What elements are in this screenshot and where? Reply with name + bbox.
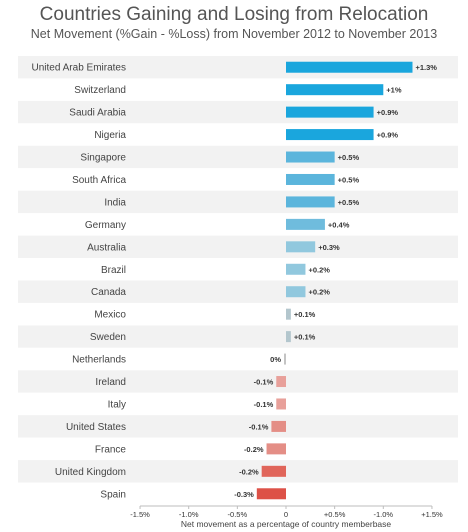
value-label: +0.5% [338, 153, 360, 162]
bar [286, 84, 384, 96]
row-background [18, 235, 458, 259]
bar [286, 241, 316, 253]
bar [286, 151, 335, 163]
bar [266, 443, 286, 455]
row-background [18, 123, 458, 146]
bar [286, 308, 291, 320]
value-label: 0% [270, 355, 281, 364]
row-background [18, 482, 458, 505]
row-background [18, 437, 458, 461]
value-label: -0.2% [239, 467, 259, 476]
category-label: Switzerland [74, 85, 126, 96]
bar [286, 331, 291, 343]
row-background [18, 78, 458, 101]
row-background [18, 56, 458, 79]
value-label: +0.9% [377, 108, 399, 117]
value-label: +0.2% [308, 265, 330, 274]
chart-title: Countries Gaining and Losing from Reloca… [39, 4, 429, 25]
bar [286, 286, 306, 298]
row-background [18, 370, 458, 393]
category-label: Mexico [94, 310, 126, 321]
bar [256, 488, 286, 500]
category-label: Saudi Arabia [69, 108, 126, 119]
value-label: +1.3% [415, 63, 437, 72]
bar [286, 129, 374, 141]
value-label: -0.3% [234, 490, 254, 499]
bar [286, 196, 335, 208]
row-background [18, 280, 458, 303]
x-tick-label: -0.5% [228, 510, 248, 519]
value-label: -0.1% [254, 400, 274, 409]
value-label: +0.5% [338, 175, 360, 184]
value-label: +0.1% [294, 310, 316, 319]
x-axis-title: Net movement as a percentage of country … [181, 519, 392, 529]
bar [261, 465, 286, 477]
category-label: South Africa [72, 175, 126, 186]
bar [284, 353, 286, 365]
category-label: Spain [100, 489, 126, 500]
x-tick-label: -1.5% [130, 510, 150, 519]
x-tick-label: 0 [284, 510, 288, 519]
bar [286, 173, 335, 185]
value-label: +0.2% [308, 288, 330, 297]
value-label: +1% [386, 86, 402, 95]
category-label: Sweden [90, 332, 126, 343]
bar [276, 376, 286, 388]
bar [271, 420, 286, 432]
category-label: Germany [85, 220, 126, 231]
value-label: +0.9% [377, 131, 399, 140]
x-tick-label: -1.0% [179, 510, 199, 519]
category-label: Singapore [80, 153, 126, 164]
value-label: +0.4% [328, 220, 350, 229]
row-background [18, 415, 458, 438]
row-background [18, 347, 458, 371]
category-label: Canada [91, 287, 126, 298]
value-label: +0.3% [318, 243, 340, 252]
category-label: Ireland [95, 377, 126, 388]
bar [276, 398, 286, 410]
chart-subtitle: Net Movement (%Gain - %Loss) from Novemb… [30, 27, 438, 41]
x-tick-label: +0.5% [324, 510, 346, 519]
row-background [18, 168, 458, 191]
row-background [18, 100, 458, 124]
row-background [18, 258, 458, 281]
row-background [18, 190, 458, 214]
category-label: Australia [87, 242, 126, 253]
category-label: United States [66, 422, 126, 433]
row-background [18, 302, 458, 326]
category-label: Nigeria [94, 130, 126, 141]
category-label: Brazil [101, 265, 126, 276]
x-tick-label: +1.5% [421, 510, 443, 519]
category-label: France [95, 444, 127, 455]
category-label: Italy [108, 399, 126, 410]
bar [286, 218, 325, 230]
value-label: +0.1% [294, 333, 316, 342]
x-tick-label: -1.0% [374, 510, 394, 519]
value-label: +0.5% [338, 198, 360, 207]
category-label: Netherlands [72, 355, 126, 366]
bar [286, 61, 413, 73]
row-background [18, 460, 458, 483]
row-background [18, 325, 458, 348]
value-label: -0.1% [249, 422, 269, 431]
category-label: United Arab Emirates [32, 63, 127, 74]
value-label: -0.2% [244, 445, 264, 454]
row-background [18, 392, 458, 416]
row-background [18, 145, 458, 169]
row-background [18, 213, 458, 236]
bar [286, 106, 374, 118]
bar [286, 263, 306, 275]
value-label: -0.1% [254, 378, 274, 387]
category-label: India [104, 197, 126, 208]
category-label: United Kingdom [55, 467, 126, 478]
